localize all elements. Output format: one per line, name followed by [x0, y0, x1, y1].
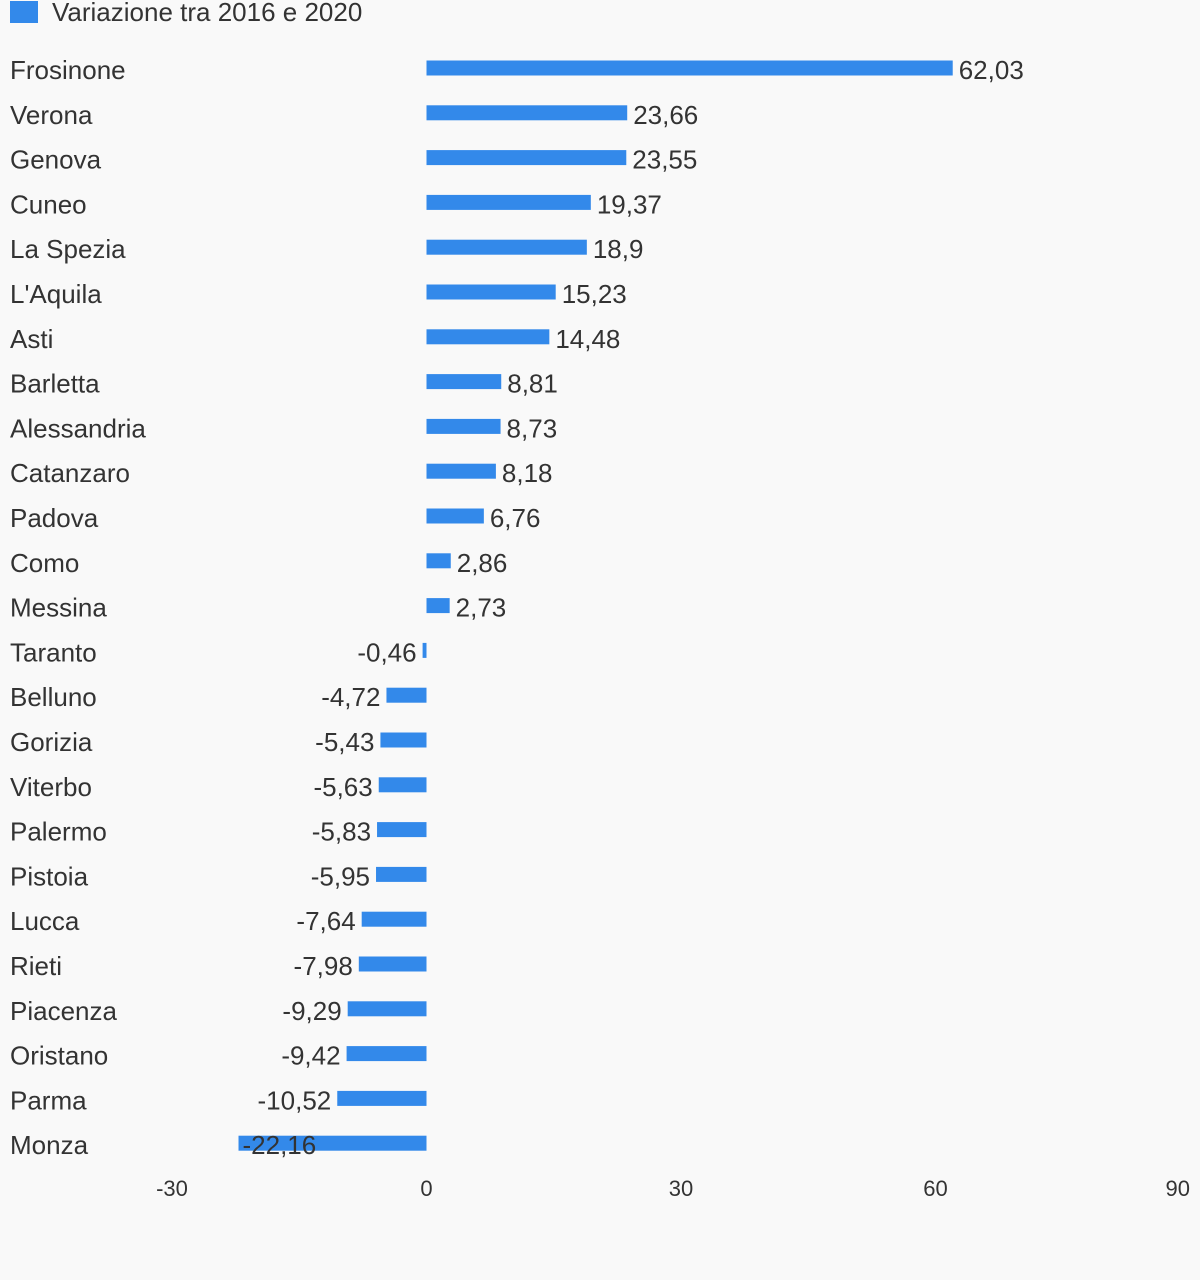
bar: [347, 1001, 427, 1017]
value-label: -9,29: [282, 996, 341, 1026]
value-label: -22,16: [243, 1130, 317, 1160]
value-label: -7,64: [296, 906, 355, 936]
x-tick-label: 30: [669, 1176, 693, 1201]
category-label: Cuneo: [10, 189, 87, 219]
category-label: Belluno: [10, 682, 97, 712]
category-label: Viterbo: [10, 772, 92, 802]
category-label: L'Aquila: [10, 279, 102, 309]
value-label: -4,72: [321, 682, 380, 712]
value-label: 18,9: [593, 234, 644, 264]
category-label: Piacenza: [10, 996, 117, 1026]
category-label: Lucca: [10, 906, 80, 936]
category-label: Barletta: [10, 369, 100, 399]
value-label: 2,73: [456, 593, 507, 623]
bar: [337, 1090, 427, 1106]
value-label: -5,63: [313, 772, 372, 802]
value-label: 14,48: [555, 324, 620, 354]
value-label: -10,52: [258, 1085, 332, 1115]
x-tick-label: 0: [420, 1176, 432, 1201]
category-label: Palermo: [10, 817, 107, 847]
bar: [426, 194, 591, 210]
category-label: Frosinone: [10, 55, 126, 85]
category-label: Oristano: [10, 1041, 108, 1071]
value-label: 23,55: [632, 145, 697, 175]
value-label: -9,42: [281, 1041, 340, 1071]
bar: [426, 329, 550, 345]
bar: [426, 284, 556, 300]
value-label: 23,66: [633, 100, 698, 130]
x-tick-label: 90: [1166, 1176, 1190, 1201]
bar: [386, 687, 427, 703]
value-label: 8,81: [507, 369, 558, 399]
category-label: Messina: [10, 593, 107, 623]
bar: [426, 374, 502, 390]
bar: [380, 732, 427, 748]
bar: [426, 60, 953, 76]
value-label: 15,23: [562, 279, 627, 309]
x-tick-label: -30: [156, 1176, 188, 1201]
category-label: Catanzaro: [10, 458, 130, 488]
bar: [426, 150, 627, 166]
category-label: Pistoia: [10, 861, 89, 891]
category-label: Como: [10, 548, 79, 578]
legend-swatch: [10, 1, 38, 23]
bar: [238, 1135, 427, 1151]
bar: [378, 777, 427, 793]
bar: [426, 508, 484, 524]
legend: Variazione tra 2016 e 2020: [10, 0, 362, 30]
bar: [426, 553, 451, 569]
bar: [426, 105, 628, 121]
bar: [376, 866, 427, 882]
category-label: Monza: [10, 1130, 89, 1160]
value-label: 19,37: [597, 189, 662, 219]
category-label: Rieti: [10, 951, 62, 981]
category-label: Verona: [10, 100, 93, 130]
value-label: 2,86: [457, 548, 508, 578]
legend-label: Variazione tra 2016 e 2020: [52, 0, 363, 27]
category-label: Alessandria: [10, 413, 146, 443]
bar: [426, 463, 496, 479]
value-label: -5,43: [315, 727, 374, 757]
value-label: -0,46: [357, 637, 416, 667]
category-label: Genova: [10, 145, 102, 175]
value-label: -5,83: [312, 817, 371, 847]
bar: [361, 911, 427, 927]
category-label: Gorizia: [10, 727, 93, 757]
value-label: 8,73: [507, 413, 558, 443]
value-label: 8,18: [502, 458, 553, 488]
value-label: 6,76: [490, 503, 541, 533]
value-label: 62,03: [959, 55, 1024, 85]
bar: [358, 956, 427, 972]
category-label: La Spezia: [10, 234, 126, 264]
bar: [422, 642, 427, 658]
category-label: Asti: [10, 324, 53, 354]
bar: [426, 598, 450, 614]
category-label: Padova: [10, 503, 99, 533]
bar: [346, 1046, 427, 1062]
x-tick-label: 60: [923, 1176, 947, 1201]
bar: [377, 822, 427, 838]
bar: [426, 239, 587, 255]
bar: [426, 418, 501, 434]
category-label: Parma: [10, 1085, 87, 1115]
category-label: Taranto: [10, 637, 97, 667]
value-label: -5,95: [311, 861, 370, 891]
value-label: -7,98: [294, 951, 353, 981]
